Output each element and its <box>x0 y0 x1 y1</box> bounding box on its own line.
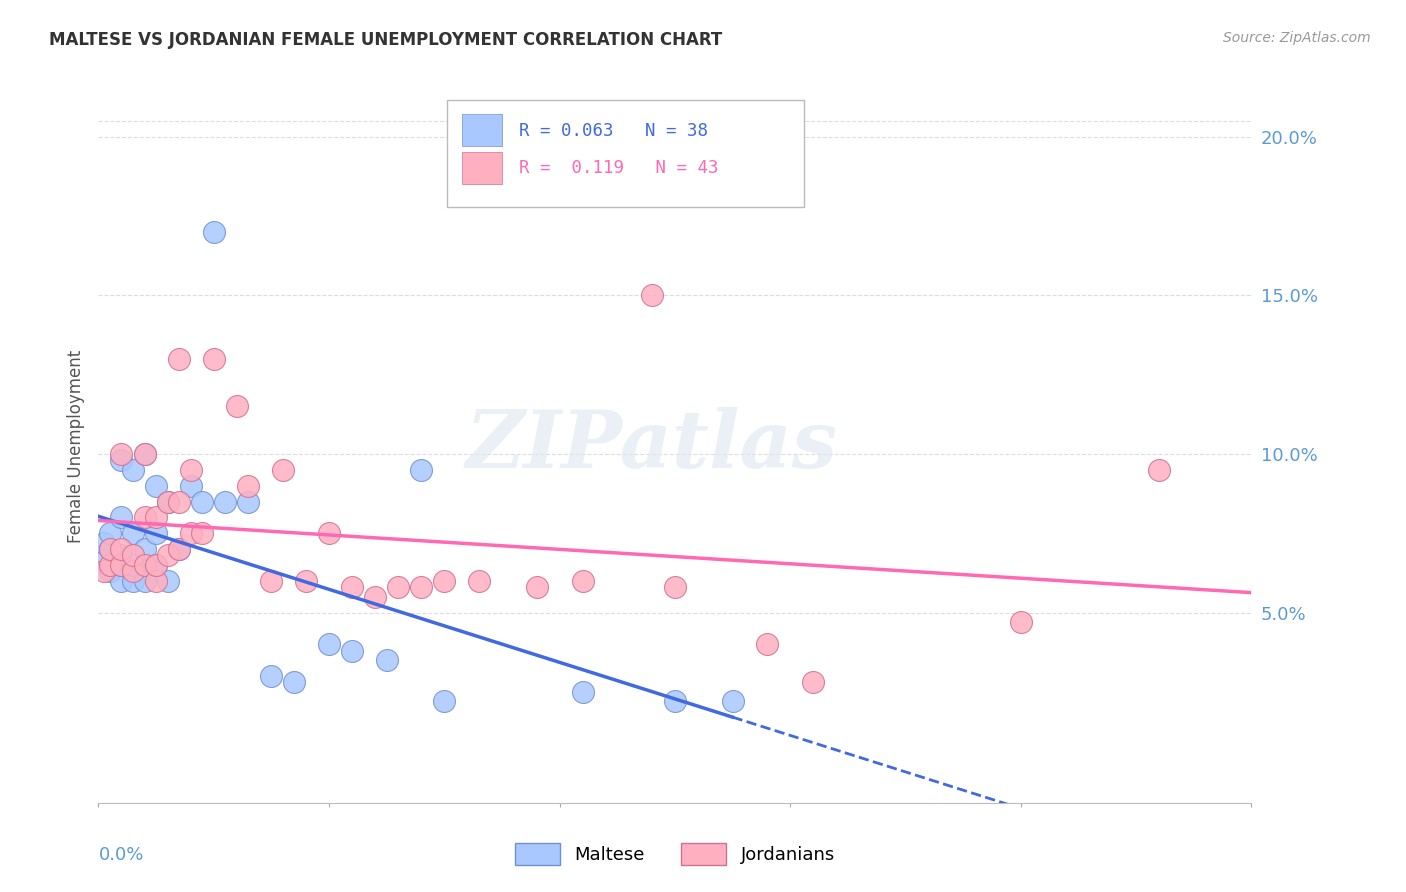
Point <box>110 549 132 563</box>
Point <box>110 453 132 467</box>
Point <box>167 542 190 557</box>
Point <box>98 542 121 557</box>
FancyBboxPatch shape <box>447 100 804 207</box>
Point <box>145 526 167 541</box>
Point <box>167 351 190 366</box>
Point <box>110 574 132 588</box>
Text: MALTESE VS JORDANIAN FEMALE UNEMPLOYMENT CORRELATION CHART: MALTESE VS JORDANIAN FEMALE UNEMPLOYMENT… <box>49 31 723 49</box>
Point <box>156 494 179 508</box>
Point <box>202 351 225 366</box>
Point <box>260 669 283 683</box>
Point <box>110 447 132 461</box>
Point <box>145 558 167 572</box>
Point <box>134 574 156 588</box>
Point <box>122 564 145 578</box>
Point <box>295 574 318 588</box>
Point <box>145 558 167 572</box>
Point <box>98 526 121 541</box>
Point <box>340 643 363 657</box>
Point <box>433 574 456 588</box>
Point <box>433 694 456 708</box>
Point <box>1010 615 1032 629</box>
Point <box>387 580 409 594</box>
Text: ZIPatlas: ZIPatlas <box>465 408 838 484</box>
Point <box>134 542 156 557</box>
Point <box>1147 463 1170 477</box>
Point <box>180 526 202 541</box>
Point <box>180 463 202 477</box>
Point <box>340 580 363 594</box>
Point <box>411 463 433 477</box>
Point <box>110 542 132 557</box>
Point <box>134 447 156 461</box>
Point <box>122 549 145 563</box>
Point <box>375 653 398 667</box>
Text: 0.0%: 0.0% <box>98 846 143 863</box>
Point <box>283 675 305 690</box>
Point <box>260 574 283 588</box>
Point <box>134 510 156 524</box>
Point <box>225 400 247 414</box>
Point <box>93 535 115 549</box>
Point <box>122 558 145 572</box>
Point <box>110 558 132 572</box>
Point <box>122 526 145 541</box>
Point <box>122 463 145 477</box>
Point <box>271 463 294 477</box>
Point <box>468 574 491 588</box>
Point <box>191 494 214 508</box>
Point <box>238 494 260 508</box>
Point <box>145 574 167 588</box>
Point <box>641 288 664 302</box>
Point <box>156 574 179 588</box>
Point <box>318 526 340 541</box>
Point <box>571 685 593 699</box>
Point <box>134 447 156 461</box>
Point <box>167 542 190 557</box>
Point <box>664 694 686 708</box>
Point <box>110 558 132 572</box>
Point <box>214 494 236 508</box>
Point <box>664 580 686 594</box>
Point <box>98 564 121 578</box>
Point <box>571 574 593 588</box>
Legend: Maltese, Jordanians: Maltese, Jordanians <box>508 836 842 872</box>
Point <box>167 494 190 508</box>
Point <box>145 510 167 524</box>
Point <box>93 564 115 578</box>
Text: R =  0.119   N = 43: R = 0.119 N = 43 <box>519 160 718 178</box>
Bar <box>461 152 502 184</box>
Point <box>156 494 179 508</box>
Point <box>721 694 744 708</box>
Point <box>145 478 167 492</box>
Text: R = 0.063   N = 38: R = 0.063 N = 38 <box>519 121 709 139</box>
Point <box>98 542 121 557</box>
Text: Source: ZipAtlas.com: Source: ZipAtlas.com <box>1223 31 1371 45</box>
Point <box>756 637 779 651</box>
Point <box>98 558 121 572</box>
Point <box>156 549 179 563</box>
Point <box>180 478 202 492</box>
Point <box>364 590 387 604</box>
Point <box>526 580 548 594</box>
Point <box>110 510 132 524</box>
Point <box>93 549 115 563</box>
Point <box>202 225 225 239</box>
Point <box>134 558 156 572</box>
Y-axis label: Female Unemployment: Female Unemployment <box>66 350 84 542</box>
Point <box>122 574 145 588</box>
Bar <box>461 114 502 146</box>
Point <box>238 478 260 492</box>
Point <box>318 637 340 651</box>
Point <box>801 675 824 690</box>
Point <box>191 526 214 541</box>
Point <box>411 580 433 594</box>
